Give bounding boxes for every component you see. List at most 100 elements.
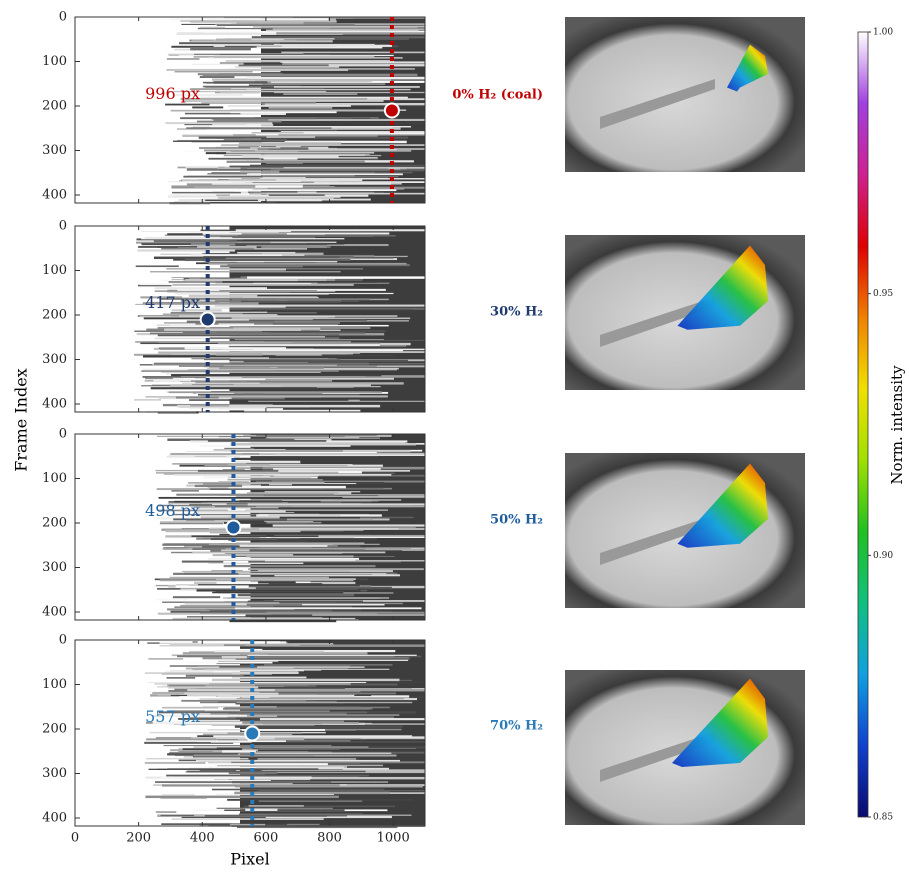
streak xyxy=(225,60,395,62)
streak xyxy=(208,543,380,545)
streak xyxy=(246,76,425,80)
streak xyxy=(228,476,312,479)
streak xyxy=(239,815,392,819)
x-tick-label: 800 xyxy=(317,831,342,846)
streak xyxy=(230,110,337,114)
streak xyxy=(141,385,183,387)
streak xyxy=(247,173,403,176)
streak xyxy=(186,168,389,171)
streak xyxy=(203,260,338,263)
streak xyxy=(157,297,319,299)
streak xyxy=(194,455,227,457)
streak xyxy=(218,436,345,438)
y-tick-label: 200 xyxy=(42,98,67,113)
streak xyxy=(192,755,351,758)
streak xyxy=(272,517,374,520)
streak xyxy=(235,703,345,705)
y-tick-label: 300 xyxy=(42,560,67,575)
streak xyxy=(246,88,411,91)
streak xyxy=(187,689,275,692)
streak xyxy=(263,157,298,160)
streak xyxy=(220,236,316,239)
streak xyxy=(222,349,404,352)
streak xyxy=(175,396,219,399)
streak xyxy=(207,557,360,560)
streak xyxy=(196,589,361,592)
streak xyxy=(257,165,285,167)
streak xyxy=(210,712,242,716)
streak xyxy=(241,348,425,351)
streak xyxy=(183,99,384,102)
streak xyxy=(223,139,287,142)
streak xyxy=(152,363,338,366)
streak xyxy=(246,555,354,558)
streak xyxy=(179,42,280,45)
streak xyxy=(217,167,241,170)
streak xyxy=(167,90,327,93)
y-tick-label: 200 xyxy=(42,515,67,530)
streak xyxy=(235,229,425,232)
streak xyxy=(200,395,388,398)
streak xyxy=(155,811,177,813)
colorbar-tick-label: 0.95 xyxy=(873,289,893,299)
streak xyxy=(265,437,360,439)
streak xyxy=(200,444,351,447)
streak xyxy=(221,248,308,250)
streak xyxy=(212,763,328,766)
streak xyxy=(248,84,287,87)
streak xyxy=(172,617,356,621)
streak xyxy=(230,363,425,365)
streak xyxy=(216,793,334,795)
streak xyxy=(236,22,304,25)
streak xyxy=(225,257,394,259)
streak xyxy=(210,550,403,552)
streak xyxy=(210,537,278,541)
streak xyxy=(169,751,330,754)
streak xyxy=(190,48,251,51)
streak xyxy=(169,18,329,21)
streak xyxy=(170,749,258,752)
streak xyxy=(188,407,267,409)
streak xyxy=(181,382,260,384)
streak xyxy=(199,714,400,716)
streak xyxy=(155,469,202,472)
streak xyxy=(222,750,256,753)
streak xyxy=(272,614,425,616)
streak xyxy=(239,692,396,695)
streak xyxy=(142,376,206,378)
flame xyxy=(677,245,768,330)
streak xyxy=(257,758,357,760)
streak xyxy=(246,462,301,465)
streak xyxy=(207,306,230,309)
streak xyxy=(190,405,230,407)
streak xyxy=(220,265,303,268)
streak xyxy=(225,547,411,550)
streak xyxy=(234,66,340,68)
streak xyxy=(243,359,409,363)
streak xyxy=(216,38,252,41)
value-label: 996 px xyxy=(145,84,200,103)
streak xyxy=(176,32,282,35)
streak xyxy=(209,252,263,255)
streak xyxy=(230,307,425,310)
streak xyxy=(240,140,407,144)
streak xyxy=(161,706,219,709)
streak xyxy=(208,262,407,265)
injector xyxy=(600,79,715,129)
streak xyxy=(169,454,378,457)
streak xyxy=(224,447,255,450)
streak xyxy=(217,764,384,767)
y-tick-label: 0 xyxy=(59,633,67,648)
streak xyxy=(268,147,309,150)
streak xyxy=(239,544,328,547)
streak xyxy=(180,375,366,377)
streak xyxy=(185,667,294,670)
colorbar-tick-label: 0.85 xyxy=(873,813,893,823)
streak xyxy=(219,666,258,668)
streak xyxy=(172,191,241,194)
streak xyxy=(174,292,394,295)
streak xyxy=(202,73,418,77)
streak xyxy=(176,584,220,587)
streak xyxy=(171,818,324,820)
streak xyxy=(238,64,329,67)
